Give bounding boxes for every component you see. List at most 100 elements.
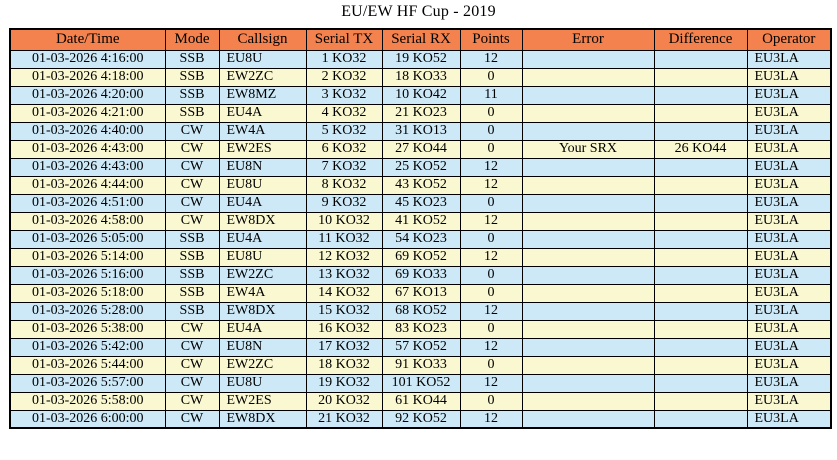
cell-date-time: 01-03-2026 4:18:00 — [9, 67, 166, 87]
cell-serial-rx: 69 KO33 — [381, 265, 461, 285]
cell-date-time: 01-03-2026 4:43:00 — [9, 139, 166, 159]
cell-difference — [653, 175, 748, 195]
cell-date-time: 01-03-2026 5:28:00 — [9, 301, 166, 321]
cell-difference — [653, 373, 748, 393]
cell-points: 0 — [459, 265, 523, 285]
cell-error — [521, 67, 655, 87]
cell-points: 0 — [459, 103, 523, 123]
table-row: 01-03-2026 5:44:00 CW EW2ZC 18 KO32 91 KO33 0… — [9, 355, 832, 375]
cell-callsign: EW8DX — [218, 409, 307, 429]
cell-points: 12 — [459, 301, 523, 321]
cell-points: 0 — [459, 139, 523, 159]
cell-serial-rx: 92 KO52 — [381, 409, 461, 429]
cell-date-time: 01-03-2026 4:16:00 — [9, 49, 166, 69]
cell-serial-tx: 2 KO32 — [305, 67, 383, 87]
cell-serial-tx: 12 KO32 — [305, 247, 383, 267]
table-row: 01-03-2026 5:18:00 SSB EW4A 14 KO32 67 KO13 0… — [9, 283, 832, 303]
cell-date-time: 01-03-2026 5:57:00 — [9, 373, 166, 393]
cell-serial-rx: 27 KO44 — [381, 139, 461, 159]
cell-difference — [653, 85, 748, 105]
cell-operator: EU3LA — [746, 103, 832, 123]
cell-error — [521, 337, 655, 357]
column-header-mode: Mode — [164, 28, 220, 51]
cell-operator: EU3LA — [746, 247, 832, 267]
cell-difference — [653, 409, 748, 429]
cell-serial-tx: 21 KO32 — [305, 409, 383, 429]
cell-date-time: 01-03-2026 4:43:00 — [9, 157, 166, 177]
cell-points: 0 — [459, 121, 523, 141]
cell-callsign: EU4A — [218, 229, 307, 249]
cell-difference — [653, 193, 748, 213]
cell-date-time: 01-03-2026 5:58:00 — [9, 391, 166, 411]
cell-error — [521, 373, 655, 393]
cell-points: 0 — [459, 391, 523, 411]
cell-operator: EU3LA — [746, 67, 832, 87]
cell-mode: CW — [164, 373, 220, 393]
cell-serial-rx: 61 KO44 — [381, 391, 461, 411]
cell-callsign: EW8MZ — [218, 85, 307, 105]
cell-operator: EU3LA — [746, 229, 832, 249]
cell-serial-rx: 91 KO33 — [381, 355, 461, 375]
cell-serial-rx: 57 KO52 — [381, 337, 461, 357]
cell-points: 0 — [459, 319, 523, 339]
cell-serial-tx: 15 KO32 — [305, 301, 383, 321]
cell-error — [521, 265, 655, 285]
cell-date-time: 01-03-2026 5:38:00 — [9, 319, 166, 339]
cell-error — [521, 103, 655, 123]
cell-mode: CW — [164, 211, 220, 231]
cell-serial-rx: 21 KO23 — [381, 103, 461, 123]
cell-difference — [653, 319, 748, 339]
cell-error — [521, 211, 655, 231]
cell-date-time: 01-03-2026 4:51:00 — [9, 193, 166, 213]
cell-points: 0 — [459, 67, 523, 87]
cell-operator: EU3LA — [746, 391, 832, 411]
cell-date-time: 01-03-2026 5:18:00 — [9, 283, 166, 303]
table-row: 01-03-2026 4:43:00 CW EU8N 7 KO32 25 KO52 12 E… — [9, 157, 832, 177]
cell-difference — [653, 355, 748, 375]
cell-error — [521, 49, 655, 69]
table-row: 01-03-2026 4:58:00 CW EW8DX 10 KO32 41 KO52 1… — [9, 211, 832, 231]
cell-points: 12 — [459, 409, 523, 429]
cell-serial-tx: 14 KO32 — [305, 283, 383, 303]
cell-serial-rx: 68 KO52 — [381, 301, 461, 321]
column-header-points: Points — [459, 28, 523, 51]
column-header-serial-rx: Serial RX — [381, 28, 461, 51]
cell-mode: SSB — [164, 49, 220, 69]
cell-error — [521, 319, 655, 339]
table-row: 01-03-2026 5:42:00 CW EU8N 17 KO32 57 KO52 12… — [9, 337, 832, 357]
column-header-operator: Operator — [746, 28, 832, 51]
table-row: 01-03-2026 4:20:00 SSB EW8MZ 3 KO32 10 KO42 1… — [9, 85, 832, 105]
cell-operator: EU3LA — [746, 265, 832, 285]
table-row: 01-03-2026 4:40:00 CW EW4A 5 KO32 31 KO13 0 EU… — [9, 121, 832, 141]
cell-callsign: EW4A — [218, 121, 307, 141]
contest-log-table: Date/Time Mode Callsign Serial TX Serial RX P… — [9, 28, 832, 429]
cell-date-time: 01-03-2026 4:44:00 — [9, 175, 166, 195]
cell-operator: EU3LA — [746, 283, 832, 303]
cell-serial-tx: 11 KO32 — [305, 229, 383, 249]
cell-serial-tx: 19 KO32 — [305, 373, 383, 393]
cell-difference — [653, 301, 748, 321]
cell-points: 12 — [459, 175, 523, 195]
cell-error — [521, 175, 655, 195]
table-row: 01-03-2026 4:51:00 CW EU4A 9 KO32 45 KO23 0 EU… — [9, 193, 832, 213]
cell-callsign: EU8U — [218, 49, 307, 69]
cell-serial-rx: 54 KO23 — [381, 229, 461, 249]
cell-callsign: EW8DX — [218, 211, 307, 231]
cell-serial-tx: 7 KO32 — [305, 157, 383, 177]
cell-difference — [653, 157, 748, 177]
cell-points: 12 — [459, 337, 523, 357]
column-header-serial-tx: Serial TX — [305, 28, 383, 51]
cell-points: 12 — [459, 49, 523, 69]
cell-serial-tx: 9 KO32 — [305, 193, 383, 213]
table-row: 01-03-2026 5:16:00 SSB EW2ZC 13 KO32 69 KO33… — [9, 265, 832, 285]
cell-mode: CW — [164, 391, 220, 411]
cell-difference — [653, 265, 748, 285]
cell-mode: CW — [164, 175, 220, 195]
cell-mode: CW — [164, 355, 220, 375]
cell-callsign: EW2ES — [218, 391, 307, 411]
cell-operator: EU3LA — [746, 301, 832, 321]
cell-serial-tx: 10 KO32 — [305, 211, 383, 231]
cell-difference: 26 KO44 — [653, 139, 748, 159]
cell-date-time: 01-03-2026 5:14:00 — [9, 247, 166, 267]
cell-points: 0 — [459, 355, 523, 375]
